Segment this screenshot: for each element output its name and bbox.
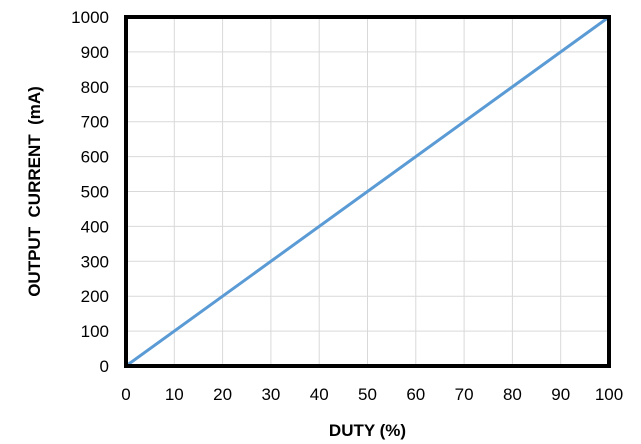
y-tick-label: 400 (81, 217, 109, 236)
y-tick-labels: 0 100 200 300 400 500 600 700 800 900 1000 (71, 8, 109, 376)
y-tick-label: 100 (81, 322, 109, 341)
x-tick-label: 50 (358, 385, 377, 404)
y-axis-title: OUTPUT CURRENT (mA) (25, 86, 44, 297)
x-axis-title: DUTY (%) (329, 421, 406, 440)
x-tick-label: 20 (213, 385, 232, 404)
x-tick-label: 10 (165, 385, 184, 404)
y-tick-label: 900 (81, 43, 109, 62)
y-tick-label: 500 (81, 183, 109, 202)
x-tick-labels: 0 10 20 30 40 50 60 70 80 90 100 (121, 385, 623, 404)
plot-frame (124, 15, 611, 368)
y-tick-label: 0 (100, 357, 109, 376)
x-tick-label: 40 (310, 385, 329, 404)
x-tick-label: 60 (406, 385, 425, 404)
x-tick-label: 90 (551, 385, 570, 404)
y-tick-label: 700 (81, 113, 109, 132)
series-layer (124, 15, 611, 368)
x-tick-label: 30 (261, 385, 280, 404)
y-tick-label: 1000 (71, 8, 109, 27)
y-tick-label: 800 (81, 78, 109, 97)
x-tick-label: 70 (455, 385, 474, 404)
x-tick-label: 80 (503, 385, 522, 404)
series-line (124, 15, 611, 368)
y-tick-label: 200 (81, 287, 109, 306)
y-tick-label: 600 (81, 148, 109, 167)
y-tick-label: 300 (81, 252, 109, 271)
x-tick-label: 0 (121, 385, 130, 404)
x-tick-label: 100 (595, 385, 623, 404)
